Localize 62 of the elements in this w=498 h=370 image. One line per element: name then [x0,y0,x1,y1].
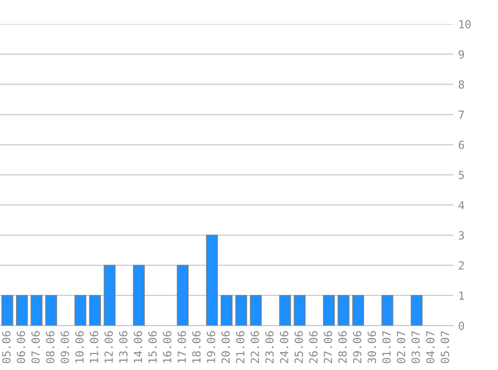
y-tick-label: 8 [458,80,464,89]
bar [176,264,189,326]
bar [235,295,248,326]
x-tick-label: 16.06 [162,331,172,363]
x-tick-label: 02.07 [396,331,406,364]
bar [206,234,218,326]
x-tick-label: 01.07 [382,331,391,364]
x-tick-label: 29.06 [353,331,362,364]
x-tick-label: 20.06 [221,331,230,364]
x-tick-label: 30.06 [368,331,376,364]
x-tick-label: 26.06 [309,331,318,364]
bar [381,295,394,326]
bar [104,264,116,326]
x-tick-label: 23.06 [265,331,274,364]
x-tick-label: 22.06 [250,331,260,364]
x-tick-label: 09.06 [60,331,70,364]
x-tick-label: 25.06 [294,331,303,364]
y-tick-label: 10 [459,20,471,28]
y-tick-label: 6 [458,140,464,150]
y-tick-label: 2 [458,261,464,270]
bar [30,295,42,326]
x-tick-label: 07.06 [31,331,40,364]
x-tick-label: 19.06 [206,331,216,363]
bar [410,295,423,326]
y-tick-label: 4 [458,201,464,210]
y-tick-label: 9 [458,50,464,59]
x-tick-label: 04.07 [426,331,435,364]
x-tick-label: 13.06 [119,331,128,363]
y-tick-label: 5 [458,170,464,180]
x-tick-label: 06.06 [16,331,26,364]
bar [250,295,262,326]
y-tick-label: 0 [458,322,464,330]
bar [45,295,58,326]
bar [16,295,28,326]
bar [132,264,145,326]
bar [89,295,101,326]
x-tick-label: 17.06 [178,331,186,363]
bar [294,295,306,326]
bar [338,295,350,326]
x-tick-label: 08.06 [46,331,54,364]
y-tick-label: 1 [459,292,464,300]
x-tick-label: 18.06 [192,331,201,363]
bar [1,295,14,326]
x-tick-label: 27.06 [324,331,332,364]
x-tick-label: 05.07 [440,331,450,364]
x-tick-label: 14.06 [134,331,142,363]
x-tick-label: 15.06 [148,331,157,363]
bar [323,295,335,326]
x-tick-label: 03.07 [411,331,420,364]
bar [220,295,232,326]
bar [352,295,364,326]
x-tick-label: 05.06 [2,331,11,364]
y-tick-label: 3 [458,231,464,240]
bar [279,295,291,326]
bar [74,295,86,326]
x-tick-label: 10.06 [75,331,84,363]
x-tick-label: 11.06 [90,331,98,363]
x-tick-label: 24.06 [280,331,288,364]
x-tick-label: 12.06 [104,331,113,363]
y-tick-label: 7 [458,110,464,119]
x-tick-label: 21.06 [236,331,244,364]
x-tick-label: 28.06 [338,331,347,364]
